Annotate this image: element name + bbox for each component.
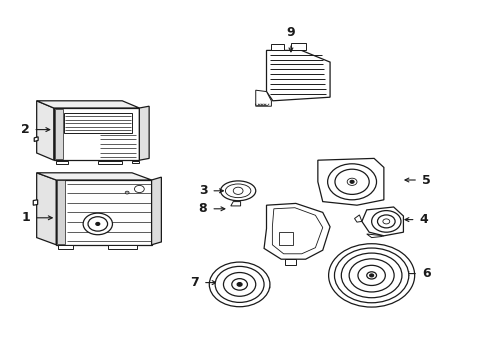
Polygon shape (98, 161, 122, 164)
Text: 7: 7 (190, 276, 199, 289)
Polygon shape (290, 43, 305, 50)
Ellipse shape (334, 169, 368, 194)
Text: 9: 9 (286, 26, 295, 39)
Ellipse shape (371, 211, 400, 232)
Text: 5: 5 (421, 174, 430, 186)
Text: 6: 6 (421, 267, 430, 280)
Polygon shape (54, 108, 139, 160)
Ellipse shape (231, 279, 247, 290)
Text: 8: 8 (198, 202, 207, 215)
Ellipse shape (346, 178, 356, 185)
Polygon shape (230, 202, 240, 206)
Ellipse shape (215, 266, 264, 302)
Polygon shape (37, 101, 54, 160)
Polygon shape (139, 106, 149, 160)
Ellipse shape (349, 180, 353, 183)
Polygon shape (361, 207, 403, 236)
Ellipse shape (327, 164, 376, 200)
Text: 2: 2 (20, 123, 29, 136)
Polygon shape (34, 137, 38, 141)
Polygon shape (272, 208, 322, 254)
Polygon shape (37, 101, 139, 108)
Ellipse shape (88, 217, 107, 231)
Polygon shape (37, 173, 56, 245)
Ellipse shape (377, 215, 394, 228)
Polygon shape (33, 200, 38, 205)
Polygon shape (58, 245, 73, 249)
Polygon shape (151, 177, 161, 245)
Polygon shape (278, 232, 293, 245)
Ellipse shape (382, 219, 389, 224)
Text: 4: 4 (419, 213, 427, 226)
Ellipse shape (134, 185, 144, 193)
Polygon shape (57, 180, 65, 244)
Polygon shape (56, 180, 151, 245)
Ellipse shape (225, 184, 250, 198)
Polygon shape (107, 245, 137, 249)
Ellipse shape (366, 272, 376, 279)
Ellipse shape (233, 187, 243, 194)
Polygon shape (255, 90, 271, 106)
Polygon shape (264, 203, 329, 259)
Polygon shape (354, 215, 361, 222)
Polygon shape (56, 161, 68, 164)
Ellipse shape (237, 283, 242, 286)
Polygon shape (63, 113, 132, 133)
Ellipse shape (369, 274, 373, 277)
Ellipse shape (96, 222, 100, 225)
Polygon shape (264, 284, 269, 291)
Ellipse shape (334, 248, 408, 303)
Ellipse shape (341, 253, 401, 298)
Polygon shape (55, 109, 62, 159)
Ellipse shape (125, 191, 129, 194)
Ellipse shape (348, 259, 393, 292)
Ellipse shape (223, 273, 255, 296)
Polygon shape (266, 50, 329, 101)
Polygon shape (271, 44, 283, 50)
Ellipse shape (328, 244, 414, 307)
Polygon shape (366, 234, 383, 238)
Text: 3: 3 (198, 184, 207, 197)
Ellipse shape (357, 265, 385, 285)
Polygon shape (285, 259, 295, 265)
Polygon shape (317, 158, 383, 205)
Polygon shape (37, 173, 151, 180)
Ellipse shape (220, 181, 255, 201)
Ellipse shape (83, 213, 112, 235)
Text: 1: 1 (21, 211, 30, 224)
Ellipse shape (209, 262, 269, 307)
Polygon shape (132, 161, 139, 163)
